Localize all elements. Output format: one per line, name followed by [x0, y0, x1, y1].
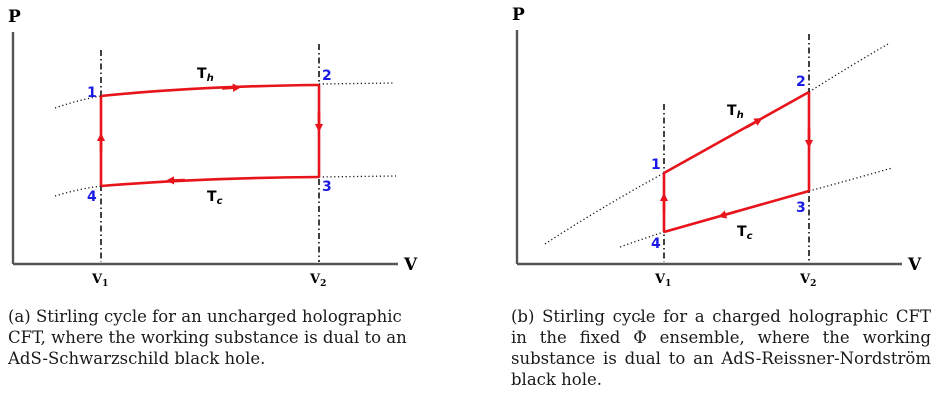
panel-a-v2-label: V2 — [309, 272, 326, 289]
panel-a-point-1: 1 — [87, 85, 97, 101]
panel-a-cold-isotherm-left — [54, 185, 102, 197]
caption-b: (b) Stirling cycle for a charged hologra… — [511, 306, 931, 390]
caption-b-prefix: (b) Stirling cycle for a charged hologra… — [511, 307, 931, 347]
tilde-mark: ˜ — [636, 317, 644, 333]
panel-b: P V Th Tc 1 2 3 4 V1 V2 — [512, 5, 922, 289]
panel-a-point-2: 2 — [322, 68, 332, 84]
panel-b-y-axis-label: P — [512, 5, 525, 25]
panel-a-point-3: 3 — [322, 179, 332, 195]
panel-b-v2-label: V2 — [799, 272, 816, 289]
panel-a-arrow-cold — [165, 176, 186, 185]
panel-a-hot-isotherm-left — [54, 95, 102, 109]
panel-a-point-4: 4 — [87, 189, 97, 205]
phi-symbol: Φ — [633, 328, 647, 347]
panel-a-hot-isotherm — [100, 83, 320, 98]
panel-b-cold-isotherm-right — [808, 167, 893, 192]
panel-b-x-axis-label: V — [907, 255, 922, 275]
panel-a-y-axis-label: P — [8, 7, 21, 27]
caption-b-suffix: ensemble, where the working substance is… — [511, 328, 931, 389]
phi-tilde-symbol: ˜ Φ — [633, 317, 647, 348]
panel-b-arrow-hot — [745, 118, 763, 129]
panel-b-hot-label: Th — [727, 103, 744, 121]
panel-b-hot-isotherm-left — [544, 172, 665, 245]
panel-b-cold-isotherm-left — [619, 231, 665, 248]
panel-a-cold-isotherm-right — [318, 175, 397, 178]
panel-b-point-3: 3 — [796, 200, 806, 216]
panel-a: P V Th Tc 1 2 3 4 V1 V2 — [8, 7, 418, 289]
panel-a-cold-isotherm — [100, 175, 320, 188]
panel-b-hot-isotherm — [663, 90, 810, 175]
panel-b-arrow-cold — [717, 210, 738, 219]
panel-a-hot-label: Th — [197, 66, 214, 84]
panel-b-point-2: 2 — [796, 74, 806, 90]
panel-b-point-4: 4 — [651, 236, 661, 252]
panel-a-hot-isotherm-right — [318, 82, 395, 85]
panel-b-v1-label: V1 — [654, 272, 671, 289]
panel-a-cold-label: Tc — [207, 189, 223, 207]
panel-b-cold-label: Tc — [737, 224, 753, 242]
panel-a-arrow-hot — [221, 83, 242, 92]
panel-a-x-axis-label: V — [403, 255, 418, 275]
panel-a-v1-label: V1 — [91, 272, 108, 289]
panel-b-hot-isotherm-right — [808, 43, 889, 93]
panel-b-point-1: 1 — [651, 157, 661, 173]
caption-a: (a) Stirling cycle for an uncharged holo… — [8, 307, 407, 368]
